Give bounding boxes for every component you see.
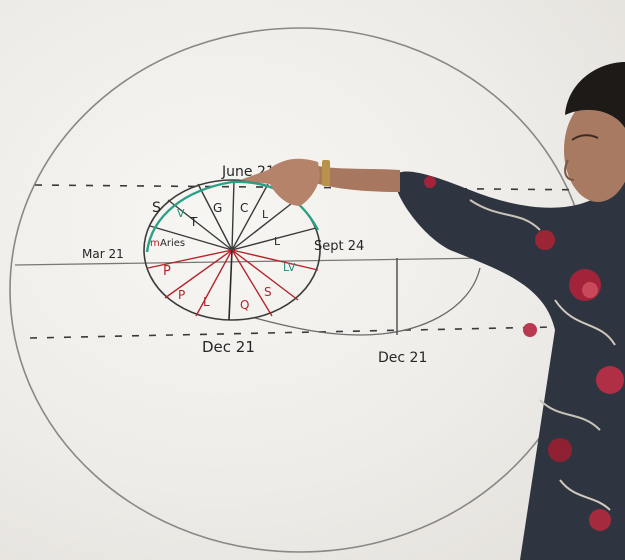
presenter-nose [564,159,575,181]
mark-p2: P [178,288,185,302]
label-dec-right: Dec 21 [378,350,427,366]
mark-p1: P [163,264,171,279]
mark-lv: LV [283,261,296,274]
presenter-head [564,98,625,202]
label-dec-left: Dec 21 [202,338,255,356]
mark-s2: S [264,285,272,299]
presenter-hand [240,158,320,206]
wristwatch [322,160,330,186]
mark-g: G [213,201,222,215]
mark-l2: L [203,295,210,309]
label-sept: Sept 24 [314,239,364,254]
presenter-brow [571,134,599,141]
wheel-spokes-upper [149,179,317,251]
mark-q: Q [240,298,249,312]
label-march: Mar 21 [82,247,124,261]
shirt-floral-pattern [424,176,624,531]
wheel-spokes-lower [147,249,319,317]
mark-c: C [240,201,248,215]
mark-l: L [262,208,269,221]
horizontal-axis-line [14,257,491,266]
wave-curve [254,267,481,336]
presenter [240,62,625,560]
wheel-spoke-bottom [228,249,233,321]
mark-v: V [177,207,185,220]
mark-s: S [152,200,161,216]
dashed-line-top [34,184,601,191]
outer-orbit-ellipse [9,27,591,553]
dashed-line-bottom [29,325,601,339]
mark-m: m [150,238,160,249]
mark-aries: Aries [160,238,185,249]
mark-l3: L [274,235,281,248]
zodiac-wheel [143,179,321,321]
presenter-hair [565,62,625,128]
mark-t: T [189,215,198,229]
